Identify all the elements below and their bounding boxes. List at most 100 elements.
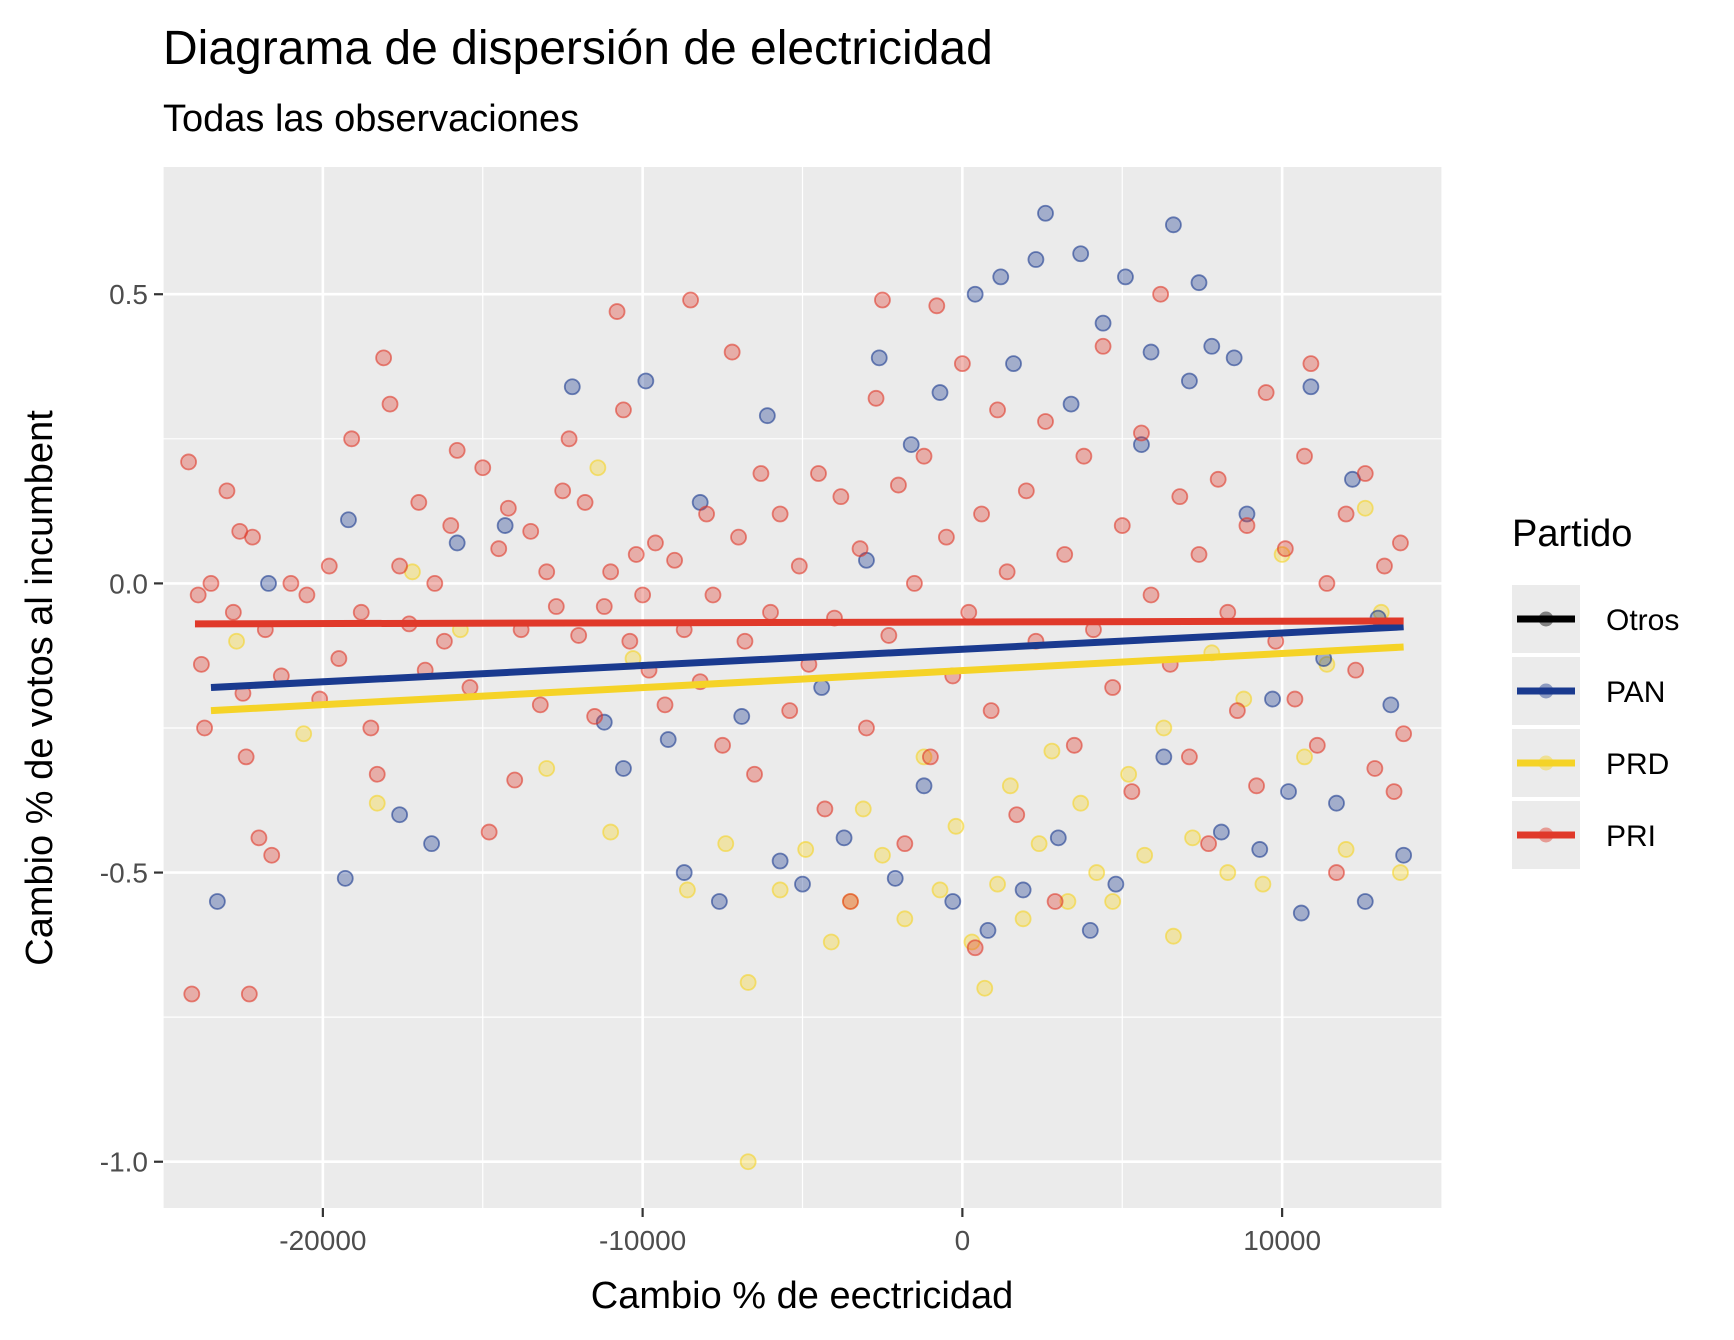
data-point-pri	[810, 465, 827, 482]
data-point-pri	[263, 846, 281, 864]
data-point-pri	[752, 465, 770, 482]
data-point-pri	[298, 586, 316, 604]
data-point-pri	[1318, 575, 1336, 592]
data-point-pan	[1328, 794, 1345, 812]
data-point-pri	[832, 488, 850, 506]
data-point-pri	[937, 528, 955, 546]
data-point-prd	[602, 823, 620, 841]
data-point-pri	[736, 632, 754, 650]
data-point-prd	[739, 974, 757, 991]
data-point-pan	[260, 575, 277, 592]
data-point-pan	[1014, 881, 1032, 899]
data-point-pan	[1094, 314, 1112, 332]
data-point-pri	[1328, 864, 1345, 881]
data-point-prd	[295, 725, 313, 743]
data-point-pri	[442, 517, 460, 534]
y-tick-label: -0.5	[100, 858, 148, 889]
trend-lines	[194, 617, 1404, 715]
data-point-pri	[1133, 424, 1150, 442]
data-point-pri	[608, 303, 626, 320]
data-point-pri	[1296, 447, 1313, 465]
data-point-prd	[976, 979, 994, 997]
trend-line-prd	[210, 643, 1404, 715]
data-point-pri	[218, 482, 236, 500]
data-point-pri	[771, 505, 789, 523]
legend-key-point	[1538, 611, 1554, 627]
data-point-pan	[931, 384, 949, 401]
data-point-pri	[1200, 835, 1217, 853]
data-point-prd	[854, 800, 872, 818]
data-point-pri	[867, 389, 885, 407]
data-point-pan	[1212, 823, 1230, 841]
data-point-pan	[1117, 268, 1134, 286]
trend-line-pan	[210, 623, 1404, 691]
data-point-pri	[1190, 546, 1208, 563]
data-point-pri	[560, 430, 578, 448]
data-point-pan	[758, 407, 776, 425]
data-point-pan	[979, 922, 997, 939]
legend-key-point	[1538, 683, 1554, 699]
data-point-pri	[998, 563, 1016, 581]
x-tick-label: 10000	[1243, 1225, 1321, 1256]
data-point-pri	[922, 748, 939, 766]
data-point-pri	[1286, 690, 1304, 708]
data-point-pri	[240, 985, 258, 1003]
legend-label-pan: PAN	[1606, 676, 1665, 709]
data-point-pan	[448, 534, 466, 552]
data-point-prd	[989, 875, 1006, 893]
data-point-pan	[966, 285, 984, 303]
data-point-pan	[733, 708, 751, 725]
data-point-pri	[426, 575, 444, 592]
data-point-pri	[906, 575, 923, 592]
data-point-pri	[790, 557, 808, 575]
data-point-prd	[931, 881, 949, 899]
data-point-pri	[1356, 465, 1374, 482]
data-point-prd	[1219, 864, 1237, 881]
data-point-prd	[797, 841, 815, 858]
data-point-prd	[717, 835, 735, 853]
data-point-pri	[746, 765, 763, 783]
data-point-pan	[1027, 251, 1045, 268]
data-point-pri	[1302, 355, 1320, 373]
data-point-pri	[1123, 783, 1141, 800]
data-point-pri	[1113, 517, 1131, 534]
data-point-pri	[576, 494, 594, 511]
data-point-pri	[762, 603, 779, 621]
data-point-pri	[858, 719, 875, 737]
y-tick-label: 0.5	[109, 279, 148, 310]
data-point-pri	[554, 482, 572, 500]
data-point-pri	[435, 632, 453, 650]
data-point-pri	[1075, 447, 1093, 465]
data-point-pri	[1347, 661, 1365, 679]
data-point-pri	[1337, 505, 1355, 523]
data-point-prd	[1001, 777, 1019, 795]
data-point-prd	[1356, 499, 1374, 517]
data-point-pri	[730, 528, 747, 546]
data-point-pri	[570, 627, 588, 644]
data-point-pri	[928, 297, 946, 315]
data-point-pri	[538, 563, 556, 581]
data-point-pan	[886, 869, 904, 887]
data-point-pri	[391, 557, 409, 575]
data-point-pri	[880, 627, 898, 644]
data-point-pan	[771, 852, 789, 870]
data-point-pri	[714, 736, 731, 754]
data-point-prd	[874, 846, 891, 864]
data-point-pan	[1005, 355, 1022, 373]
data-point-prd	[678, 881, 696, 899]
data-point-pan	[1356, 893, 1374, 910]
data-point-pri	[1037, 413, 1054, 430]
data-point-pri	[522, 522, 540, 540]
legend-label-prd: PRD	[1606, 748, 1669, 781]
data-point-pri	[237, 748, 255, 766]
legend-label-pri: PRI	[1606, 820, 1656, 853]
data-point-prd	[822, 933, 840, 951]
data-point-pri	[1094, 337, 1112, 355]
data-point-prd	[1392, 864, 1409, 881]
data-point-pan	[915, 777, 933, 795]
data-point-prd	[1088, 864, 1106, 881]
data-point-pri	[490, 540, 508, 558]
data-point-pan	[1225, 349, 1243, 367]
data-point-pan	[1280, 783, 1297, 800]
y-axis: -1.0 -0.5 0.0 0.5	[100, 279, 163, 1178]
